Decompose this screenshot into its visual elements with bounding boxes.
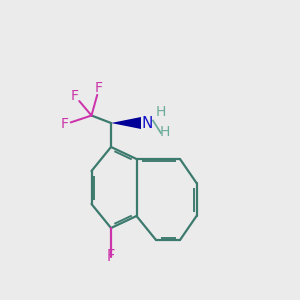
Text: H: H: [155, 106, 166, 119]
Text: H: H: [159, 125, 170, 139]
Polygon shape: [111, 117, 141, 129]
Text: N: N: [142, 116, 153, 130]
Text: F: F: [71, 89, 79, 103]
Text: F: F: [95, 82, 103, 95]
Text: F: F: [61, 118, 68, 131]
Text: F: F: [107, 249, 115, 264]
